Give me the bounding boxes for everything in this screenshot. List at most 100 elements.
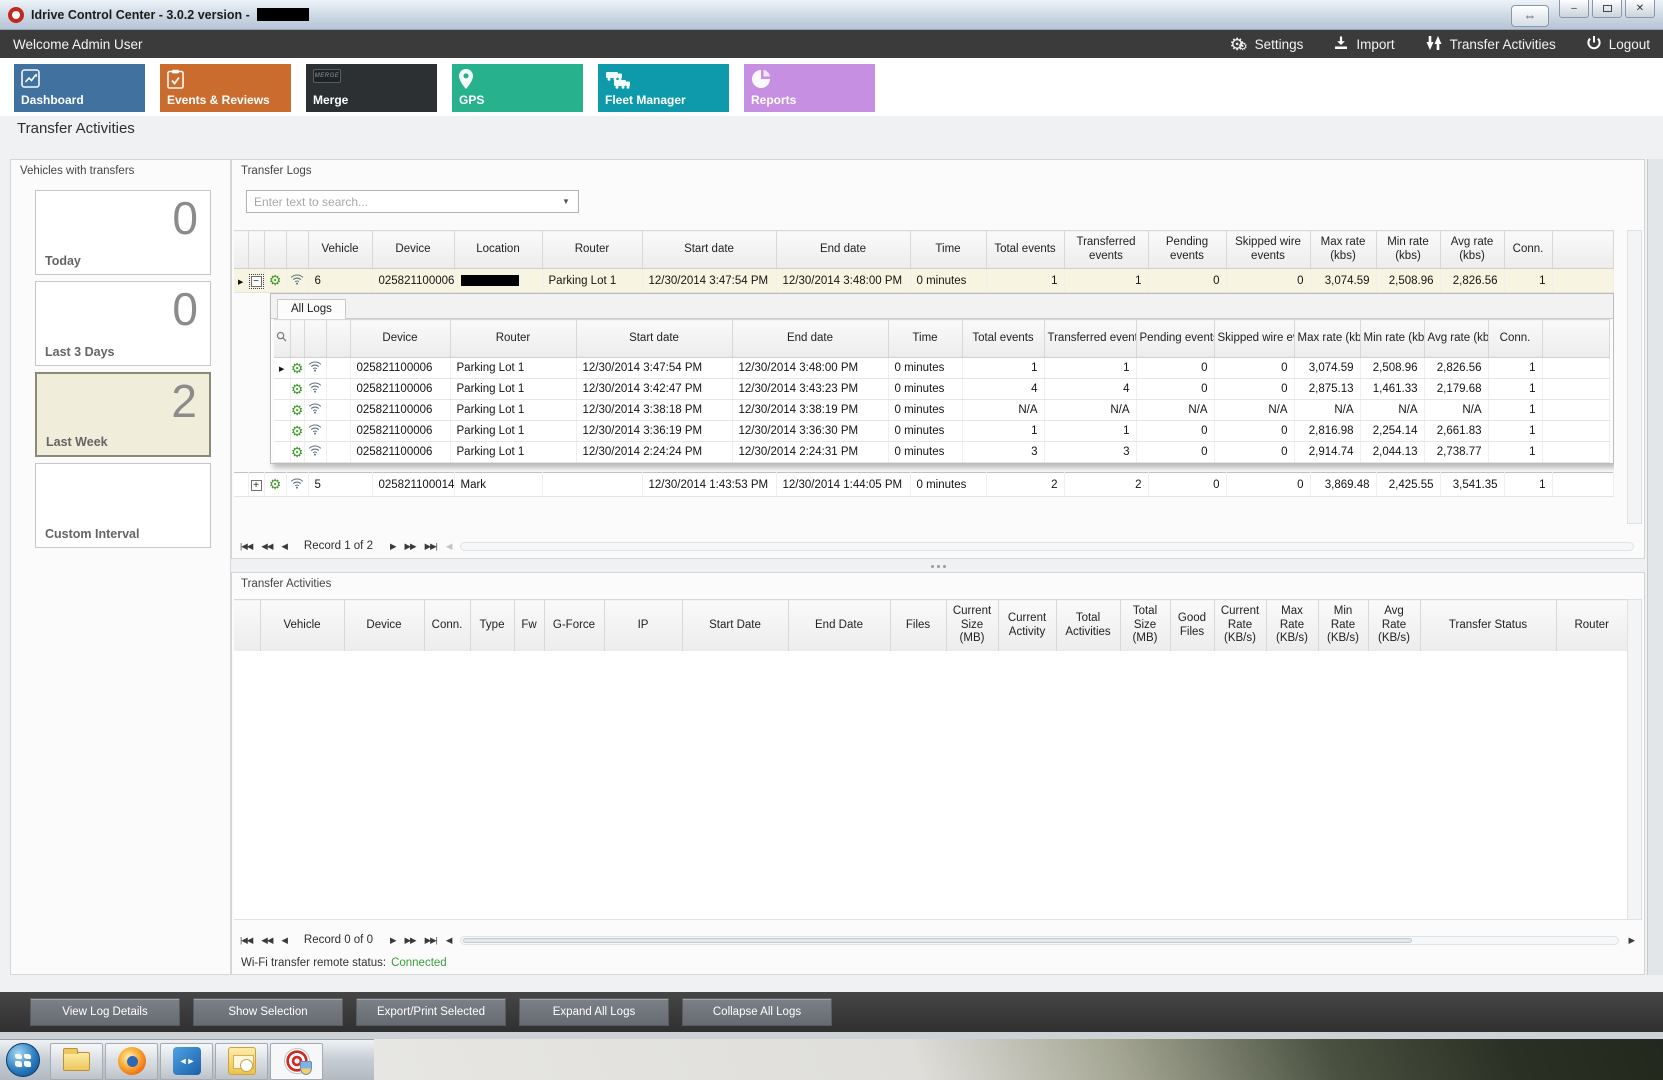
all-logs-row[interactable]: ⚙ 025821100006 Parking Lot 1 12/30/2014 <box>274 420 1610 442</box>
pager-prev-button[interactable]: ◀ <box>281 540 287 551</box>
pager-last-button[interactable]: ▶▶| <box>424 540 438 551</box>
tab-merge[interactable]: MERGE Merge <box>306 64 437 112</box>
col-time[interactable]: Time <box>910 230 987 269</box>
footer-button[interactable]: Expand All Logs <box>519 998 669 1026</box>
footer-button[interactable]: View Log Details <box>30 998 180 1026</box>
acol-transfer-status[interactable]: Transfer Status <box>1420 599 1557 652</box>
col-start-date[interactable]: Start date <box>642 230 777 269</box>
pager-prev-page-button[interactable]: ◀◀ <box>261 540 273 551</box>
all-logs-row[interactable]: ⚙ 025821100006 Parking Lot 1 12/30/2014 <box>274 378 1610 400</box>
all-logs-row[interactable]: ⚙ 025821100006 Parking Lot 1 12/30/2014 <box>274 441 1610 463</box>
all-logs-row[interactable]: ⚙ 025821100006 Parking Lot 1 12/30/2014 <box>274 357 1610 379</box>
col-router[interactable]: Router <box>542 230 643 269</box>
log-row-expanded[interactable]: − ⚙ 6 025821100006 Parking Lot 1 12/30/2… <box>234 268 1614 293</box>
acol-end-date[interactable]: End Date <box>788 599 891 652</box>
subcol-conn[interactable]: Conn. <box>1488 319 1543 358</box>
logs-vertical-scrollbar[interactable] <box>1627 230 1642 524</box>
subcol-max-rate[interactable]: Max rate (kbs) <box>1294 319 1361 358</box>
hscroll-left-arrow-icon[interactable]: ◀ <box>445 934 452 945</box>
settings-button[interactable]: ⚙⚙ Settings <box>1229 34 1304 54</box>
windows-start-button[interactable] <box>6 1043 40 1077</box>
interval-card[interactable]: 2 Last Week <box>35 372 211 457</box>
log-row-collapsed[interactable]: + ⚙ 5 025821100014 Mark 12/30/2014 1:43:… <box>234 472 1614 497</box>
subcol-router[interactable]: Router <box>450 319 577 358</box>
interval-card[interactable]: Custom Interval <box>35 463 211 548</box>
tab-reports[interactable]: Reports <box>744 64 875 112</box>
acol-current-activity[interactable]: Current Activity <box>998 599 1057 652</box>
footer-button[interactable]: Export/Print Selected <box>356 998 506 1026</box>
subcol-end-date[interactable]: End date <box>732 319 889 358</box>
acol-ip[interactable]: IP <box>604 599 683 652</box>
tab-events-reviews[interactable]: Events & Reviews <box>160 64 291 112</box>
acol-total-size[interactable]: Total Size (MB) <box>1120 599 1171 652</box>
acol-router[interactable]: Router <box>1556 599 1628 652</box>
logs-horizontal-scrollbar[interactable] <box>460 541 1634 551</box>
search-dropdown-arrow-icon[interactable]: ▼ <box>562 197 570 206</box>
col-end-date[interactable]: End date <box>776 230 911 269</box>
col-pending-events[interactable]: Pending events <box>1148 230 1227 269</box>
acol-files[interactable]: Files <box>890 599 947 652</box>
subcol-device[interactable]: Device <box>350 319 451 358</box>
taskbar-idrive-app[interactable] <box>270 1042 323 1080</box>
logout-button[interactable]: Logout <box>1586 35 1650 54</box>
taskbar-outlook[interactable] <box>215 1042 268 1080</box>
col-avg-rate[interactable]: Avg rate (kbs) <box>1440 230 1505 269</box>
teamviewer-resize-button[interactable]: ⇔ <box>1511 4 1549 27</box>
subcol-min-rate[interactable]: Min rate (kbs) <box>1360 319 1425 358</box>
footer-button[interactable]: Collapse All Logs <box>682 998 832 1026</box>
col-min-rate[interactable]: Min rate (kbs) <box>1376 230 1441 269</box>
pager-next-button[interactable]: ▶ <box>389 540 396 551</box>
window-right-scroll-strip[interactable] <box>1647 159 1663 975</box>
collapse-row-icon[interactable]: − <box>248 273 263 289</box>
tab-fleet-manager[interactable]: Fleet Manager <box>598 64 729 112</box>
acol-vehicle[interactable]: Vehicle <box>260 599 345 652</box>
acol-good-files[interactable]: Good Files <box>1170 599 1215 652</box>
interval-card[interactable]: 0 Last 3 Days <box>35 281 211 366</box>
activities-horizontal-scrollbar[interactable] <box>460 935 1620 945</box>
col-conn[interactable]: Conn. <box>1504 230 1553 269</box>
acol-type[interactable]: Type <box>470 599 515 652</box>
pager-next-page-button[interactable]: ▶▶ <box>404 934 417 945</box>
pager-last-button[interactable]: ▶▶| <box>424 934 438 945</box>
col-max-rate[interactable]: Max rate (kbs) <box>1310 230 1377 269</box>
acol-current-rate[interactable]: Current Rate (KB/s) <box>1214 599 1267 652</box>
col-total-events[interactable]: Total events <box>986 230 1065 269</box>
acol-conn[interactable]: Conn. <box>424 599 471 652</box>
transfer-activities-button[interactable]: Transfer Activities <box>1425 35 1556 54</box>
col-skipped-wire-events[interactable]: Skipped wire events <box>1226 230 1311 269</box>
acol-fw[interactable]: Fw <box>514 599 545 652</box>
hscroll-right-arrow-icon[interactable]: ▶ <box>1628 934 1634 945</box>
acol-min-rate[interactable]: Min Rate (KB/s) <box>1318 599 1369 652</box>
subcol-total-events[interactable]: Total events <box>962 319 1045 358</box>
search-icon[interactable] <box>274 319 291 358</box>
pager-next-page-button[interactable]: ▶▶ <box>404 540 417 551</box>
subcol-skipped-wire-events[interactable]: Skipped wire events <box>1214 319 1295 358</box>
tab-gps[interactable]: GPS <box>452 64 583 112</box>
subcol-pending-events[interactable]: Pending events <box>1136 319 1215 358</box>
acol-gforce[interactable]: G-Force <box>544 599 605 652</box>
scrollbar-thumb[interactable] <box>463 937 1413 943</box>
pager-prev-button[interactable]: ◀ <box>281 934 287 945</box>
acol-max-rate[interactable]: Max Rate (KB/s) <box>1266 599 1319 652</box>
panel-splitter-handle[interactable] <box>231 562 1645 571</box>
subcol-transferred-events[interactable]: Transferred events <box>1044 319 1137 358</box>
col-transferred-events[interactable]: Transferred events <box>1064 230 1149 269</box>
all-logs-tab[interactable]: All Logs <box>277 299 346 319</box>
activities-vertical-scrollbar[interactable] <box>1627 599 1642 920</box>
col-location[interactable]: Location <box>454 230 543 269</box>
col-vehicle[interactable]: Vehicle <box>308 230 373 269</box>
search-input[interactable] <box>247 194 554 209</box>
subcol-start-date[interactable]: Start date <box>576 319 733 358</box>
hscroll-left-arrow-icon[interactable]: ◀ <box>445 540 452 551</box>
taskbar-firefox[interactable] <box>105 1042 158 1080</box>
maximize-button[interactable] <box>1592 0 1622 18</box>
acol-avg-rate[interactable]: Avg Rate (KB/s) <box>1368 599 1421 652</box>
footer-button[interactable]: Show Selection <box>193 998 343 1026</box>
subcol-time[interactable]: Time <box>888 319 963 358</box>
acol-device[interactable]: Device <box>344 599 425 652</box>
minimize-button[interactable]: – <box>1559 0 1589 18</box>
tab-dashboard[interactable]: Dashboard <box>14 64 145 112</box>
acol-current-size[interactable]: Current Size (MB) <box>946 599 999 652</box>
col-device[interactable]: Device <box>372 230 455 269</box>
pager-first-button[interactable]: |◀◀ <box>240 540 253 551</box>
